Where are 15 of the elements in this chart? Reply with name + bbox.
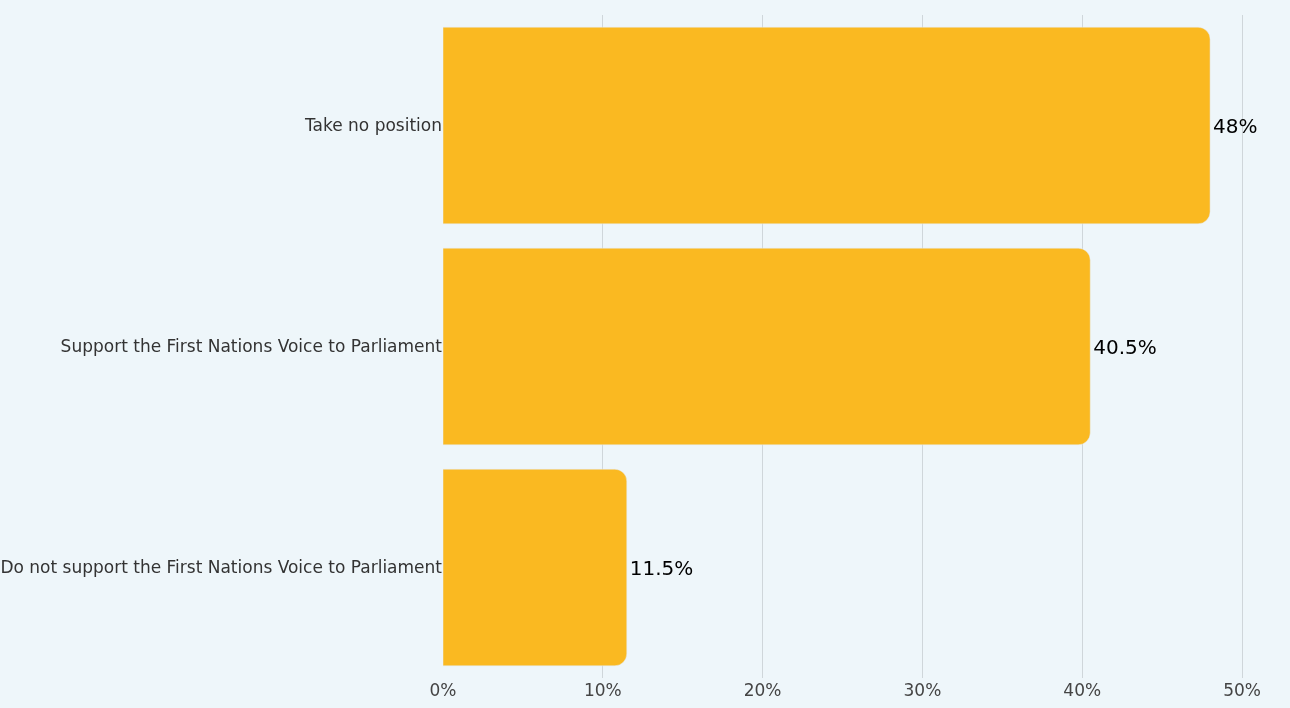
bar <box>443 26 1211 225</box>
data-label: 11.5% <box>629 555 694 580</box>
x-tick-label: 20% <box>743 680 782 700</box>
x-tick-label: 10% <box>583 680 622 700</box>
x-tick-label: 0% <box>429 680 457 700</box>
x-tick-label: 50% <box>1223 680 1261 700</box>
bar <box>443 468 628 667</box>
y-tick-label: Do not support the First Nations Voice to Parliament <box>0 557 443 578</box>
x-tick-label: 40% <box>1063 680 1102 700</box>
data-label: 40.5% <box>1093 334 1157 359</box>
x-tick-label: 30% <box>903 680 942 700</box>
bar <box>443 247 1091 446</box>
y-tick-label: Support the First Nations Voice to Parliament <box>60 336 443 357</box>
y-tick-label: Take no position <box>303 115 442 136</box>
data-label: 48% <box>1213 113 1258 138</box>
